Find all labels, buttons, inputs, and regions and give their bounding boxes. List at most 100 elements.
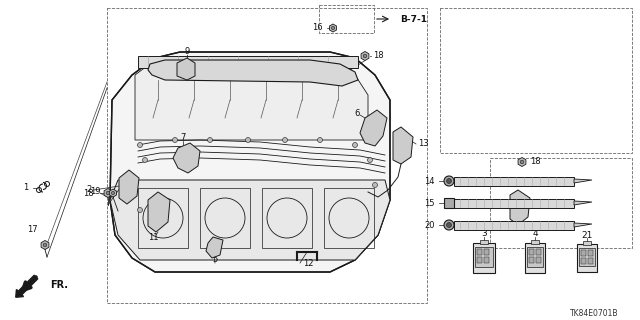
Polygon shape [41,241,49,250]
Bar [477,249,482,255]
Bar [444,198,454,208]
Circle shape [246,138,250,142]
Text: 15: 15 [424,198,435,207]
Bar [262,188,312,248]
Polygon shape [119,170,139,204]
Text: 2: 2 [86,186,92,195]
Bar [583,241,591,245]
Bar [588,258,593,264]
Bar [454,199,574,208]
Polygon shape [110,52,390,272]
Polygon shape [177,58,195,80]
Text: 1: 1 [23,182,28,191]
Circle shape [271,66,275,70]
Circle shape [444,176,454,186]
Bar [581,258,586,264]
Polygon shape [148,60,358,86]
Text: 12: 12 [303,259,313,268]
Polygon shape [574,201,592,205]
Circle shape [138,142,143,148]
Bar [440,8,632,153]
Circle shape [241,66,246,70]
Text: 21: 21 [581,230,593,239]
Bar [454,177,574,186]
Text: 4: 4 [532,229,538,238]
Polygon shape [173,143,200,173]
Circle shape [330,66,335,70]
Text: 20: 20 [424,220,435,229]
Bar [527,247,543,267]
Bar [477,257,482,263]
Circle shape [207,138,212,142]
Bar [536,257,541,263]
Polygon shape [135,60,368,140]
Bar [475,247,493,267]
Polygon shape [510,190,530,225]
Text: 8: 8 [528,201,534,210]
Bar [324,188,374,248]
Text: #10: #10 [477,259,490,263]
Bar [473,243,495,273]
Circle shape [150,66,156,70]
Text: 6: 6 [355,108,360,117]
Circle shape [111,191,115,195]
Bar [107,8,427,303]
Circle shape [301,66,305,70]
Circle shape [444,220,454,230]
Polygon shape [574,223,592,227]
Circle shape [353,142,358,148]
Text: #11: #11 [529,259,541,263]
Text: TK84E0701B: TK84E0701B [570,308,618,317]
Circle shape [332,26,335,30]
Bar [484,249,489,255]
Bar [138,56,358,68]
Bar [484,257,489,263]
Circle shape [143,157,147,163]
Circle shape [447,222,451,228]
Text: 19: 19 [90,187,101,196]
Polygon shape [393,127,413,164]
Text: 14: 14 [424,177,435,186]
Bar [319,5,374,33]
Text: FR.: FR. [50,280,68,290]
Text: 13: 13 [418,140,429,148]
Circle shape [447,179,451,183]
Circle shape [138,207,143,212]
Bar [490,158,632,248]
Polygon shape [148,192,170,232]
Polygon shape [360,110,387,146]
Text: 7: 7 [180,133,186,142]
Circle shape [262,67,269,74]
Circle shape [367,157,372,163]
Text: 3: 3 [481,229,487,238]
Circle shape [372,182,378,188]
Circle shape [44,243,47,247]
Text: 5: 5 [212,255,218,265]
Polygon shape [206,237,223,258]
Polygon shape [109,189,116,197]
Circle shape [298,67,305,74]
Text: 18: 18 [530,157,541,166]
Circle shape [106,191,110,195]
Bar [480,240,488,244]
Polygon shape [330,24,337,32]
Bar [529,257,534,263]
Text: 16: 16 [312,23,323,33]
Circle shape [282,138,287,142]
Circle shape [211,66,216,70]
Text: 10: 10 [243,58,253,67]
Polygon shape [361,52,369,60]
Bar [531,240,539,244]
Text: 9: 9 [184,47,189,57]
Circle shape [317,138,323,142]
Bar [138,188,188,248]
Bar [588,250,593,256]
Bar [536,249,541,255]
Bar [529,249,534,255]
FancyArrow shape [16,275,38,297]
Bar [579,248,595,266]
Polygon shape [110,180,390,260]
Text: 18: 18 [83,188,94,197]
Text: 18: 18 [373,52,383,60]
Text: B-7-1: B-7-1 [401,14,428,23]
